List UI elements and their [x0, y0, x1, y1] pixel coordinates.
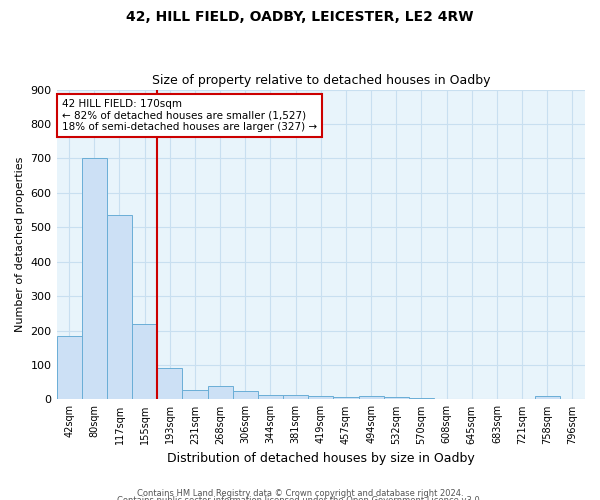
Bar	[535, 396, 560, 400]
Bar	[182, 390, 208, 400]
Bar	[233, 391, 258, 400]
Title: Size of property relative to detached houses in Oadby: Size of property relative to detached ho…	[152, 74, 490, 87]
Text: 42 HILL FIELD: 170sqm
← 82% of detached houses are smaller (1,527)
18% of semi-d: 42 HILL FIELD: 170sqm ← 82% of detached …	[62, 99, 317, 132]
Bar	[334, 396, 359, 400]
Bar	[82, 158, 107, 400]
Bar	[157, 368, 182, 400]
Bar	[308, 396, 334, 400]
Text: 42, HILL FIELD, OADBY, LEICESTER, LE2 4RW: 42, HILL FIELD, OADBY, LEICESTER, LE2 4R…	[126, 10, 474, 24]
Bar	[258, 396, 283, 400]
X-axis label: Distribution of detached houses by size in Oadby: Distribution of detached houses by size …	[167, 452, 475, 465]
Bar	[383, 396, 409, 400]
Bar	[107, 215, 132, 400]
Bar	[283, 396, 308, 400]
Bar	[56, 336, 82, 400]
Text: Contains HM Land Registry data © Crown copyright and database right 2024.: Contains HM Land Registry data © Crown c…	[137, 488, 463, 498]
Y-axis label: Number of detached properties: Number of detached properties	[15, 157, 25, 332]
Bar	[208, 386, 233, 400]
Text: Contains public sector information licensed under the Open Government Licence v3: Contains public sector information licen…	[118, 496, 482, 500]
Bar	[132, 324, 157, 400]
Bar	[409, 398, 434, 400]
Bar	[359, 396, 383, 400]
